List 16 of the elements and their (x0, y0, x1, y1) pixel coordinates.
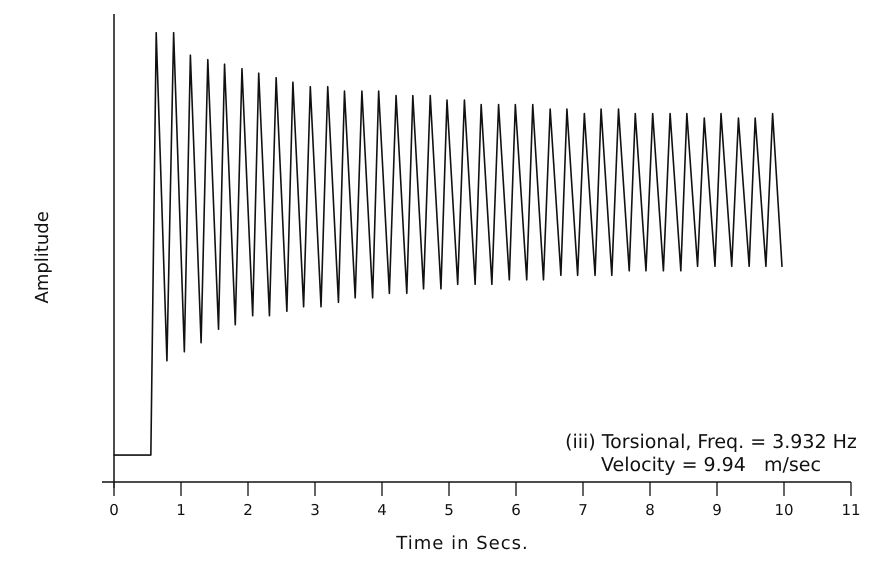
x-tick-label: 11 (841, 501, 861, 519)
x-tick-label: 10 (774, 501, 794, 519)
x-tick-label: 9 (712, 501, 722, 519)
x-tick-label: 7 (578, 501, 588, 519)
x-tick-label: 0 (109, 501, 119, 519)
x-tick-label: 1 (176, 501, 186, 519)
y-axis-title: Amplitude (32, 211, 53, 304)
x-tick-label: 5 (444, 501, 454, 519)
x-tick-label: 3 (310, 501, 320, 519)
annotation: Velocity = 9.94 m/sec (601, 454, 821, 476)
x-axis-title: Time in Secs. (395, 533, 529, 554)
x-tick-label: 2 (243, 501, 253, 519)
x-tick-label: 8 (645, 501, 655, 519)
x-tick-label: 4 (377, 501, 387, 519)
x-tick-label: 6 (511, 501, 521, 519)
annotation: (iii) Torsional, Freq. = 3.932 Hz (565, 431, 857, 453)
